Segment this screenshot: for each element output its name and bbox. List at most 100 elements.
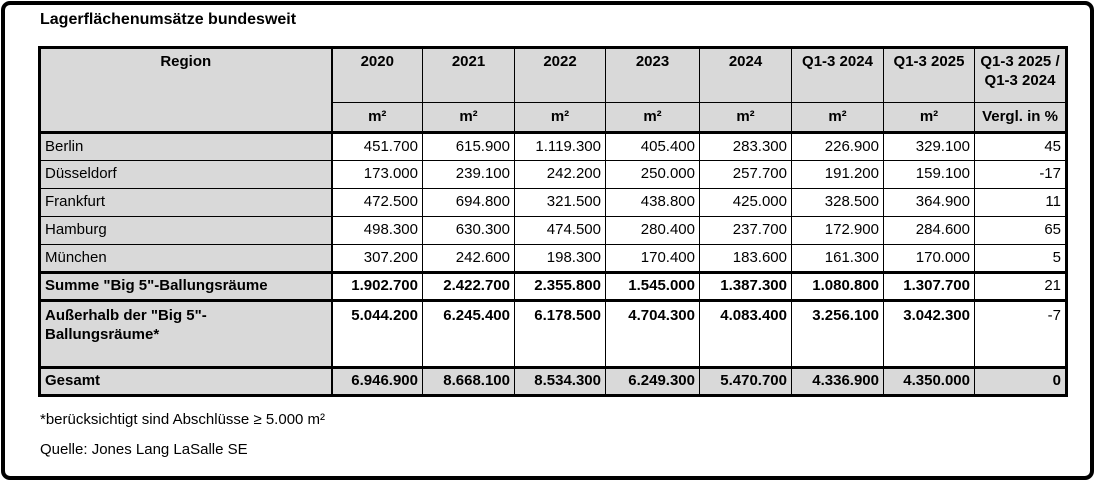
cell-percent: -17 [974,160,1067,189]
column-header-2021: 2021 [422,47,515,103]
cell: 239.100 [422,160,515,189]
unit-header: m² [791,102,884,134]
table-row-frankfurt: Frankfurt 472.500 694.800 321.500 438.80… [39,188,1067,217]
cell: 4.350.000 [883,367,975,396]
unit-header: m² [699,102,792,134]
cell: 6.178.500 [514,300,606,369]
cell: 3.256.100 [791,300,884,369]
cell-percent: 5 [974,244,1067,273]
cell: 6.245.400 [422,300,515,369]
cell: 159.100 [883,160,975,189]
source-note: Quelle: Jones Lang LaSalle SE [40,441,248,458]
table-row-hamburg: Hamburg 498.300 630.300 474.500 280.400 … [39,216,1067,245]
unit-header: m² [883,102,975,134]
row-label: Düsseldorf [39,160,333,189]
cell: 1.387.300 [699,271,792,302]
cell: 172.900 [791,216,884,245]
cell: 630.300 [422,216,515,245]
cell: 284.600 [883,216,975,245]
row-label: Frankfurt [39,188,333,217]
column-header-2023: 2023 [605,47,700,103]
cell: 5.470.700 [699,367,792,396]
cell: 2.355.800 [514,271,606,302]
cell: 8.668.100 [422,367,515,396]
cell: 329.100 [883,132,975,161]
row-label: Hamburg [39,216,333,245]
cell: 1.545.000 [605,271,700,302]
cell: 250.000 [605,160,700,189]
column-header-q1-3-2025: Q1-3 2025 [883,47,975,103]
header-row-years: Region 2020 2021 2022 2023 2024 Q1-3 202… [39,47,1067,134]
cell-percent: 11 [974,188,1067,217]
cell: 6.946.900 [331,367,423,396]
cell: 451.700 [331,132,423,161]
column-header-comparison: Q1-3 2025 / Q1-3 2024 [974,47,1067,103]
cell: 242.600 [422,244,515,273]
cell: 6.249.300 [605,367,700,396]
unit-header: m² [422,102,515,134]
data-table: Region 2020 2021 2022 2023 2024 Q1-3 202… [38,46,1068,397]
row-label: Gesamt [39,367,333,396]
header-row-units: m² m² m² m² m² m² m² Vergl. in % [40,102,1067,134]
cell: 170.400 [605,244,700,273]
unit-header: m² [331,102,423,134]
cell: 183.600 [699,244,792,273]
cell: 226.900 [791,132,884,161]
unit-header: m² [514,102,606,134]
cell: 438.800 [605,188,700,217]
column-header-2020: 2020 [331,47,423,103]
table-row-duesseldorf: Düsseldorf 173.000 239.100 242.200 250.0… [39,160,1067,189]
cell: 425.000 [699,188,792,217]
cell: 364.900 [883,188,975,217]
table-row-berlin: Berlin 451.700 615.900 1.119.300 405.400… [39,132,1067,161]
cell-percent: 65 [974,216,1067,245]
cell: 3.042.300 [883,300,975,369]
cell: 283.300 [699,132,792,161]
cell: 5.044.200 [331,300,423,369]
cell: 1.119.300 [514,132,606,161]
cell: 321.500 [514,188,606,217]
cell: 242.200 [514,160,606,189]
cell: 1.902.700 [331,271,423,302]
row-label: Summe "Big 5"-Ballungsräume [39,271,333,302]
column-header-q1-3-2024: Q1-3 2024 [791,47,884,103]
table-row-summe-big5: Summe "Big 5"-Ballungsräume 1.902.700 2.… [39,271,1067,302]
cell-percent: -7 [974,300,1067,369]
cell: 198.300 [514,244,606,273]
cell: 1.307.700 [883,271,975,302]
cell: 4.083.400 [699,300,792,369]
cell: 405.400 [605,132,700,161]
cell: 307.200 [331,244,423,273]
cell: 237.700 [699,216,792,245]
cell: 694.800 [422,188,515,217]
cell: 474.500 [514,216,606,245]
cell: 615.900 [422,132,515,161]
cell-percent: 0 [974,367,1067,396]
column-header-2022: 2022 [514,47,606,103]
cell: 257.700 [699,160,792,189]
cell: 4.336.900 [791,367,884,396]
unit-header: m² [605,102,700,134]
column-header-2024: 2024 [699,47,792,103]
cell-percent: 21 [974,271,1067,302]
row-label: Berlin [39,132,333,161]
cell: 173.000 [331,160,423,189]
unit-header-percent: Vergl. in % [974,102,1067,134]
cell: 328.500 [791,188,884,217]
cell: 472.500 [331,188,423,217]
table-row-muenchen: München 307.200 242.600 198.300 170.400 … [39,244,1067,273]
cell: 161.300 [791,244,884,273]
cell: 498.300 [331,216,423,245]
cell: 170.000 [883,244,975,273]
cell: 280.400 [605,216,700,245]
cell: 1.080.800 [791,271,884,302]
cell: 191.200 [791,160,884,189]
column-header-region: Region [39,47,333,134]
cell-percent: 45 [974,132,1067,161]
cell: 2.422.700 [422,271,515,302]
table-row-ausserhalb-big5: Außerhalb der "Big 5"- Ballungsräume* 5.… [39,300,1067,369]
row-label: Außerhalb der "Big 5"- Ballungsräume* [39,300,333,369]
table-row-gesamt: Gesamt 6.946.900 8.668.100 8.534.300 6.2… [39,367,1067,396]
row-label: München [39,244,333,273]
footnote: *berücksichtigt sind Abschlüsse ≥ 5.000 … [40,411,326,428]
